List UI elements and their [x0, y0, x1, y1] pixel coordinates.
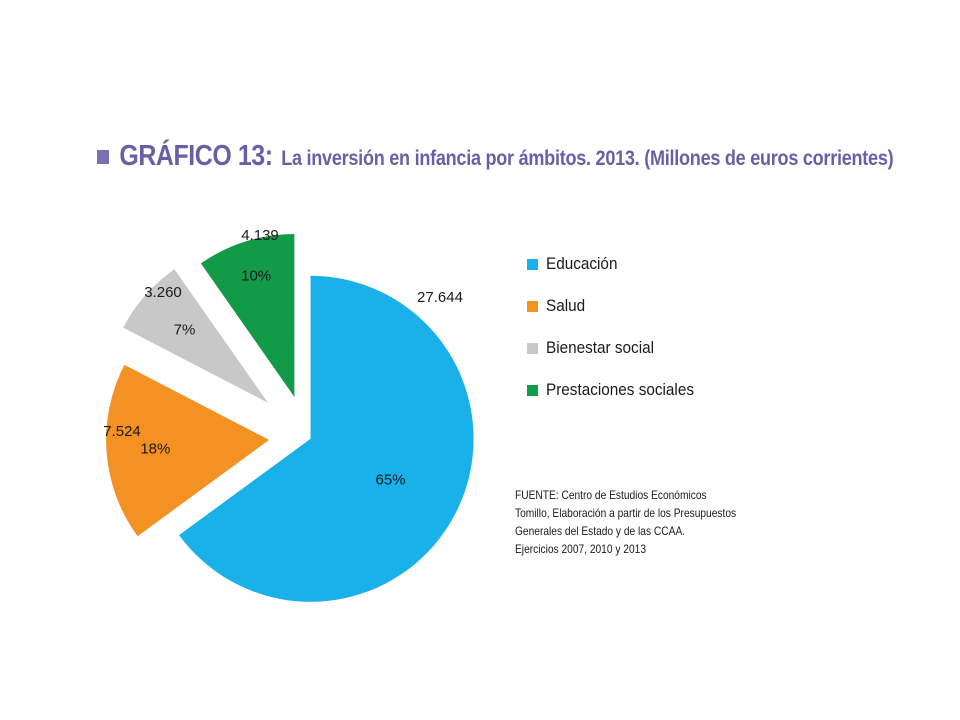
pie-percent-label-educacion: 65%	[376, 471, 406, 488]
legend-item-bienestar: Bienestar social	[527, 327, 710, 369]
legend-swatch-bienestar	[527, 342, 538, 354]
legend-item-prestaciones: Prestaciones sociales	[527, 369, 710, 411]
chart-title-label: GRÁFICO 13:	[119, 140, 273, 172]
chart-title: GRÁFICO 13: La inversión en infancia por…	[97, 140, 894, 173]
legend-item-salud: Salud	[527, 285, 710, 327]
chart-title-text: La inversión en infancia por ámbitos. 20…	[281, 147, 894, 170]
source-note: FUENTE: Centro de Estudios Económicos To…	[515, 486, 736, 558]
legend-item-educacion: Educación	[527, 243, 710, 285]
source-line: Generales del Estado y de las CCAA.	[515, 524, 686, 538]
pie-percent-label-salud: 18%	[140, 441, 170, 458]
pie-value-label-salud: 7.524	[103, 423, 141, 440]
legend-label-bienestar: Bienestar social	[546, 338, 655, 357]
legend-swatch-educacion	[527, 258, 538, 270]
pie-slice-bienestar	[123, 269, 268, 403]
title-square-icon	[97, 150, 110, 164]
pie-percent-label-bienestar: 7%	[174, 322, 196, 339]
pie-percent-label-prestaciones: 10%	[241, 268, 271, 285]
legend-label-salud: Salud	[546, 296, 586, 315]
legend-swatch-salud	[527, 300, 538, 312]
pie-slice-educacion	[179, 275, 474, 602]
pie-value-label-prestaciones: 4.139	[241, 227, 279, 244]
source-line: FUENTE: Centro de Estudios Económicos	[515, 488, 707, 502]
pie-slice-salud	[106, 364, 270, 537]
source-line: Ejercicios 2007, 2010 y 2013	[515, 542, 646, 556]
pie-value-label-educacion: 27.644	[417, 289, 463, 306]
legend-label-prestaciones: Prestaciones sociales	[546, 380, 694, 399]
pie-slice-prestaciones	[200, 233, 295, 397]
legend: Educación Salud Bienestar social Prestac…	[527, 243, 710, 411]
source-line: Tomillo, Elaboración a partir de los Pre…	[515, 506, 737, 520]
legend-label-educacion: Educación	[546, 254, 618, 273]
legend-swatch-prestaciones	[527, 384, 538, 396]
pie-value-label-bienestar: 3.260	[144, 284, 182, 301]
